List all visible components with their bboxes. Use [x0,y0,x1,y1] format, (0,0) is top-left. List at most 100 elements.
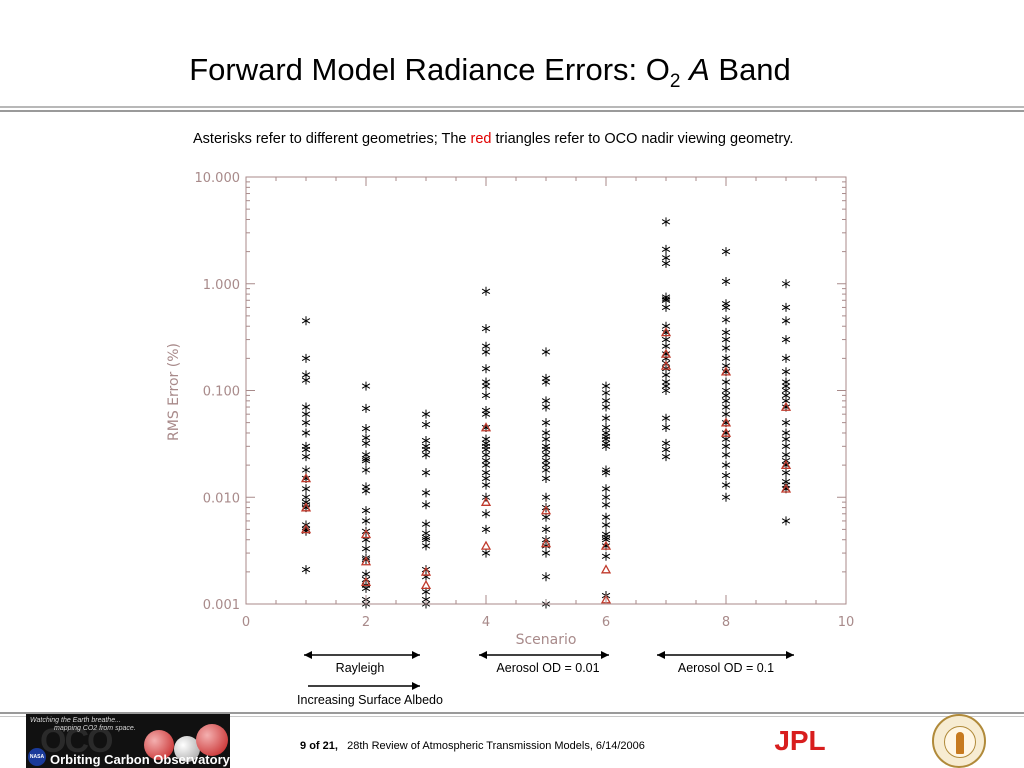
footer-total: 21, [322,740,338,752]
asterisk-point [781,516,791,526]
x-tick-label: 0 [242,615,250,630]
red-triangle-point [360,576,372,587]
asterisk-point [421,488,431,498]
chart-tick-labels: 0 2 4 6 8 10 0.001 0.010 0.100 1.000 10.000 [195,171,855,630]
red-triangle-point [480,540,492,550]
red-triangle-point [780,401,792,411]
asterisk-point [781,353,791,363]
asterisk-point [721,480,731,490]
asterisk-point [301,316,311,326]
asterisk-point [361,381,371,391]
asterisk-point [361,535,371,545]
asterisk-point [721,460,731,470]
oco-logo-wordmark: OCO [40,722,113,760]
asterisk-point [301,565,311,575]
asterisk-point [361,403,371,413]
asterisk-point [721,247,731,257]
oco-logo: OCO Watching the Earth breathe... mappin… [26,714,230,768]
asterisk-point [481,409,491,419]
y-tick-label: 10.000 [195,171,241,186]
asterisk-point [601,413,611,423]
red-triangle-point [660,327,672,337]
seal-torch-icon [956,732,964,754]
asterisk-point [601,551,611,561]
asterisk-point [361,544,371,554]
red-triangle-point [660,360,672,370]
asterisk-point [781,468,791,478]
red-triangle-point [660,348,672,358]
asterisk-point [661,258,671,268]
red-triangle-point [600,564,612,574]
title-main: Forward Model Radiance Errors: O [189,52,670,87]
asterisk-point [721,492,731,502]
header-rule [0,106,1024,108]
asterisk-point [361,506,371,516]
red-triangle-point [720,427,732,437]
asterisk-point [361,486,371,496]
asterisk-point [781,335,791,345]
asterisk-point [721,343,731,353]
asterisk-point [781,441,791,451]
footer-page: 9 [300,740,307,752]
red-triangle-point [420,566,432,576]
oco-name: Orbiting Carbon Observatory [50,752,230,767]
red-triangle-point [540,538,552,548]
asterisk-point [481,286,491,296]
y-tick-label: 0.001 [203,598,240,613]
asterisk-point [481,548,491,558]
jpl-logo-text: JPL [774,727,825,753]
red-triangle-point [300,524,312,534]
x-tick-label: 10 [838,615,855,630]
asterisk-point [301,409,311,419]
molecule-carbon-icon [174,736,200,762]
asterisk-point [421,519,431,529]
asterisk-point [661,244,671,254]
oco-tagline-2: mapping CO2 from space. [54,725,136,732]
asterisk-point [421,420,431,430]
red-triangle-point [420,579,432,590]
asterisk-point [781,279,791,289]
title-end: Band [718,52,791,87]
aerosol-01-arrow [657,651,794,659]
caltech-seal-icon [932,714,986,768]
red-triangle-point [780,459,792,469]
oco-tagline-1: Watching the Earth breathe... [30,717,121,724]
asterisk-point [301,418,311,428]
footer-of: of [309,740,320,752]
red-triangle-point [600,540,612,550]
rayleigh-arrow [304,651,420,659]
page-title: Forward Model Radiance Errors: O2 A Band [0,52,980,93]
footer-rule [0,712,1024,714]
asterisk-point [721,276,731,286]
asterisk-point [541,524,551,534]
asterisk-point [421,541,431,551]
title-italic: A [689,52,710,87]
y-axis-label: RMS Error (%) [166,343,182,441]
asterisk-point [301,428,311,438]
asterisk-point [721,450,731,460]
x-tick-label: 8 [722,615,730,630]
asterisk-point [541,347,551,357]
molecule-oxygen-icon [196,724,228,756]
asterisk-point [661,302,671,312]
asterisk-point [481,524,491,534]
red-triangle-point [720,417,732,427]
footer-text: 9 of 21, 28th Review of Atmospheric Tran… [300,740,645,752]
nasa-logo-icon: NASA [28,748,46,766]
albedo-arrow [308,682,420,690]
aerosol-01-label: Aerosol OD = 0.1 [677,661,775,675]
asterisk-point [361,465,371,475]
aerosol-001-label: Aerosol OD = 0.01 [496,661,600,675]
asterisk-point [541,418,551,428]
asterisk-point [481,509,491,519]
chart-marks [300,217,792,609]
red-triangle-point [480,496,492,506]
asterisk-point [781,316,791,326]
asterisk-point [601,388,611,398]
asterisk-point [361,516,371,526]
asterisk-point [481,480,491,490]
asterisk-point [661,413,671,423]
asterisk-point [301,375,311,385]
asterisk-point [601,402,611,412]
